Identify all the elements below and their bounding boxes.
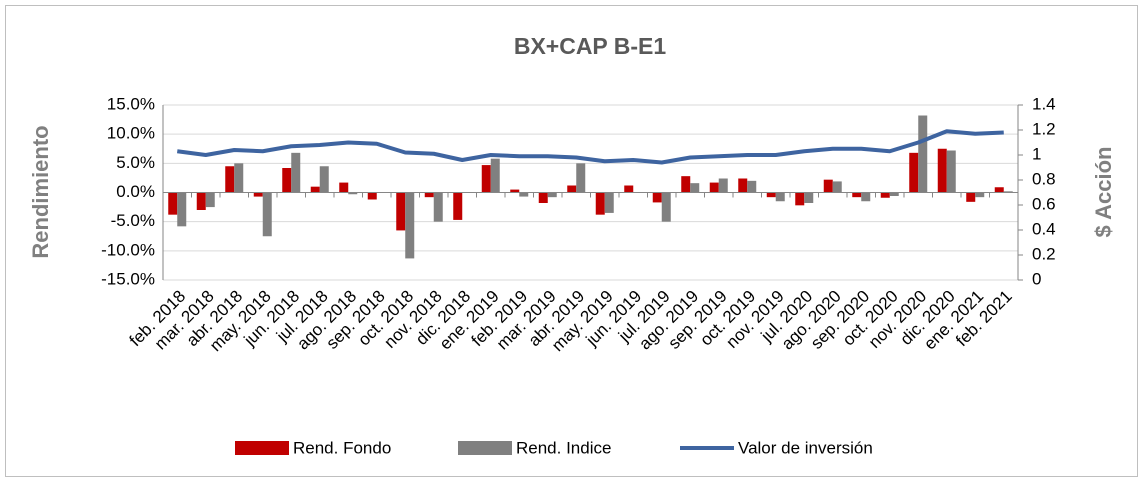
bar — [538, 192, 548, 203]
bar — [576, 163, 586, 193]
bar — [1003, 191, 1013, 193]
bar — [396, 192, 406, 231]
bar — [405, 192, 415, 259]
y2-axis-label: $ Acción — [1091, 147, 1116, 238]
bar — [225, 166, 235, 193]
chart-title: BX+CAP B-E1 — [514, 33, 667, 59]
bar — [253, 192, 263, 197]
y2-tick-label: 0.8 — [1032, 169, 1056, 188]
bar — [510, 189, 520, 193]
bar — [481, 165, 491, 193]
bar — [852, 192, 862, 198]
y2-tick-label: 1.2 — [1032, 119, 1056, 138]
y-tick-label: 10.0% — [107, 124, 155, 143]
chart-border — [5, 5, 1138, 477]
bar — [310, 186, 320, 193]
bar — [519, 192, 529, 197]
bar — [975, 192, 985, 198]
bar — [652, 192, 662, 203]
bar — [747, 180, 757, 193]
bar — [681, 176, 691, 193]
bar — [168, 192, 178, 215]
y-tick-label: 5.0% — [116, 153, 155, 172]
legend-label: Rend. Fondo — [293, 438, 391, 457]
bar — [690, 183, 700, 193]
bar — [424, 192, 434, 198]
bar — [918, 115, 928, 193]
bar — [994, 187, 1004, 193]
bar — [234, 163, 244, 193]
bar — [205, 192, 215, 208]
bar — [624, 185, 634, 193]
bar — [966, 192, 976, 202]
y2-tick-label: 1.4 — [1032, 94, 1056, 113]
bar — [709, 182, 719, 193]
legend-label: Rend. Indice — [516, 438, 611, 457]
y-tick-label: -5.0% — [111, 211, 155, 230]
bar — [738, 178, 748, 193]
y2-tick-label: 0.2 — [1032, 244, 1056, 263]
bar — [490, 158, 500, 193]
bar — [861, 192, 871, 202]
bar — [889, 192, 899, 196]
y-tick-label: 0.0% — [116, 182, 155, 201]
bar — [718, 178, 728, 193]
bar — [832, 181, 842, 193]
bar — [319, 166, 329, 193]
bar — [291, 152, 301, 193]
bar — [262, 192, 272, 237]
bar — [348, 192, 358, 195]
line — [176, 129, 1004, 165]
bar — [433, 192, 443, 222]
bar — [880, 192, 890, 198]
y2-tick-label: 0.4 — [1032, 219, 1056, 238]
bar — [766, 192, 776, 198]
bar — [282, 168, 292, 193]
bar — [909, 152, 919, 193]
bar — [946, 150, 956, 193]
legend-swatch — [235, 441, 289, 455]
bar — [367, 192, 377, 200]
y-tick-label: -15.0% — [101, 269, 155, 288]
bar — [547, 192, 557, 198]
bar — [795, 192, 805, 206]
y2-tick-label: 0 — [1032, 269, 1041, 288]
y-tick-label: 15.0% — [107, 94, 155, 113]
y-axis-label: Rendimiento — [28, 125, 53, 258]
y2-tick-label: 0.6 — [1032, 194, 1056, 213]
legend-swatch — [458, 441, 512, 455]
bar — [823, 179, 833, 193]
bar — [775, 192, 785, 202]
bar — [453, 192, 463, 220]
bar — [339, 182, 349, 193]
bar — [567, 185, 577, 193]
y-tick-label: -10.0% — [101, 240, 155, 259]
bar — [604, 192, 614, 213]
bar — [196, 192, 206, 210]
bar — [804, 192, 814, 203]
bar — [177, 192, 187, 227]
y2-tick-label: 1 — [1032, 144, 1041, 163]
bar — [595, 192, 605, 215]
legend-label: Valor de inversión — [738, 438, 873, 457]
bar — [661, 192, 671, 222]
bar — [937, 148, 947, 193]
